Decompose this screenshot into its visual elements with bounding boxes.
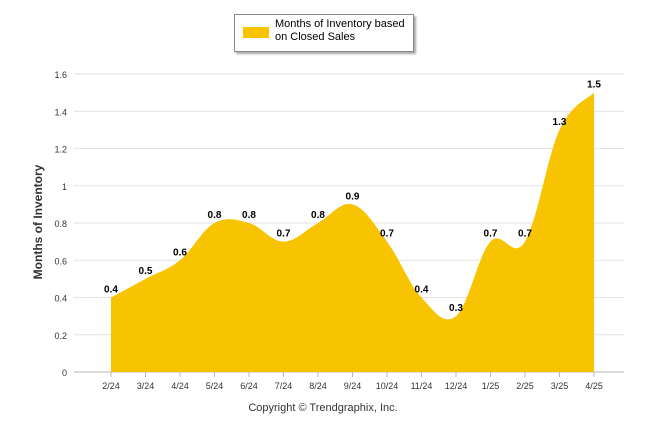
data-label: 0.7: [277, 229, 291, 240]
series-area: [111, 92, 594, 372]
x-tick-label: 3/25: [551, 381, 569, 391]
y-tick-label: 1.4: [54, 107, 67, 117]
x-tick-label: 2/24: [102, 381, 120, 391]
data-label: 0.6: [173, 247, 187, 258]
x-tick-label: 5/24: [206, 381, 224, 391]
y-tick-label: 1.6: [54, 70, 67, 80]
data-label: 0.7: [518, 229, 532, 240]
data-label: 0.3: [449, 303, 463, 314]
data-label: 0.5: [139, 266, 153, 277]
x-tick-label: 6/24: [240, 381, 258, 391]
x-tick-label: 12/24: [445, 381, 468, 391]
y-axis-label: Months of Inventory: [31, 164, 45, 279]
legend: Months of Inventory based on Closed Sale…: [234, 14, 414, 52]
legend-swatch: [243, 27, 269, 38]
x-tick-label: 4/25: [585, 381, 603, 391]
x-tick-label: 3/24: [137, 381, 155, 391]
x-tick-label: 11/24: [411, 381, 433, 391]
data-label: 0.9: [346, 191, 360, 202]
data-label: 0.8: [242, 210, 256, 221]
legend-label: Months of Inventory based on Closed Sale…: [275, 18, 405, 43]
data-label: 0.8: [311, 210, 325, 221]
data-labels: 0.4 0.5 0.6 0.8 0.8 0.7 0.8 0.9 0.7 0.4 0.3 0.7 0.7 1…: [104, 80, 601, 315]
data-label: 0.7: [380, 229, 394, 240]
x-tick-label: 10/24: [376, 381, 399, 391]
x-tick-label: 9/24: [344, 381, 362, 391]
data-label: 0.4: [104, 285, 118, 296]
y-axis-ticks: 0 0.2 0.4 0.6 0.8 1 1.2 1.4 1.6: [54, 70, 67, 378]
y-tick-label: 0.6: [54, 256, 67, 266]
x-tick-label: 4/24: [171, 381, 189, 391]
y-tick-label: 0.4: [54, 294, 67, 304]
x-tick-label: 8/24: [309, 381, 327, 391]
y-tick-label: 1: [62, 182, 67, 192]
y-tick-label: 0.2: [54, 331, 67, 341]
data-label: 1.5: [587, 80, 601, 91]
x-tick-label: 7/24: [275, 381, 293, 391]
copyright-text: Copyright © Trendgraphix, Inc.: [248, 402, 398, 414]
data-label: 0.8: [208, 210, 222, 221]
y-tick-label: 0: [62, 368, 67, 378]
data-label: 0.4: [415, 285, 429, 296]
data-label: 1.3: [553, 117, 567, 128]
data-label: 0.7: [484, 229, 498, 240]
x-tick-label: 2/25: [516, 381, 534, 391]
series-area-shape: [111, 92, 594, 372]
y-tick-label: 0.8: [54, 219, 67, 229]
x-tick-label: 1/25: [482, 381, 500, 391]
y-tick-label: 1.2: [54, 145, 67, 155]
x-axis-ticks: 2/24 3/24 4/24 5/24 6/24 7/24 8/24 9/24 10/24 11/…: [102, 372, 603, 391]
